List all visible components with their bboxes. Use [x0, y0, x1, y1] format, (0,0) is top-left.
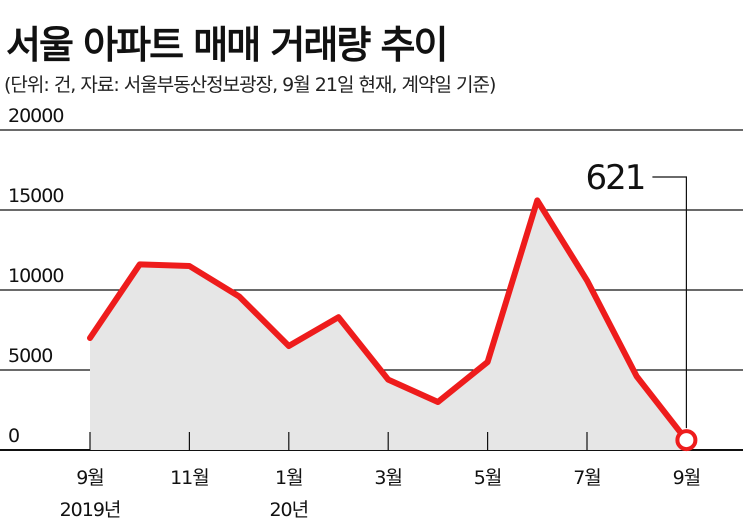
y-tick-label: 0 [8, 425, 19, 447]
chart-title: 서울 아파트 매매 거래량 추이 [6, 23, 448, 67]
y-axis-ticks: 0 5000 10000 15000 20000 [8, 105, 64, 447]
last-point-marker [675, 429, 698, 452]
x-tick-label: 5월 [474, 467, 502, 489]
x-tick-label: 1월 [275, 467, 303, 489]
line-layer [87, 197, 690, 444]
series-area [90, 200, 687, 450]
callout-layer: 621 [585, 158, 698, 452]
series-line [87, 197, 690, 444]
area-layer [90, 200, 687, 450]
x-tick-label: 9월 [673, 467, 701, 489]
y-tick-label: 5000 [8, 345, 52, 367]
x-tick-sublabel: 2019년 [60, 499, 121, 521]
x-tick-label: 11월 [170, 467, 209, 489]
x-tick-label: 7월 [573, 467, 601, 489]
callout-leader-line [652, 176, 688, 429]
y-tick-label: 15000 [8, 185, 63, 207]
x-tick-sublabel: 20년 [269, 499, 308, 521]
chart-subtitle: (단위: 건, 자료: 서울부동산정보광장, 9월 21일 현재, 계약일 기준… [4, 74, 496, 96]
x-tick-label: 9월 [76, 467, 104, 489]
callout-value-label: 621 [585, 158, 644, 198]
x-axis-ticks: 9월 2019년 11월 1월 20년 3월 5월 7월 9월 [60, 432, 701, 521]
y-tick-label: 20000 [8, 105, 63, 127]
y-tick-label: 10000 [8, 265, 63, 287]
x-tick-label: 3월 [374, 467, 402, 489]
